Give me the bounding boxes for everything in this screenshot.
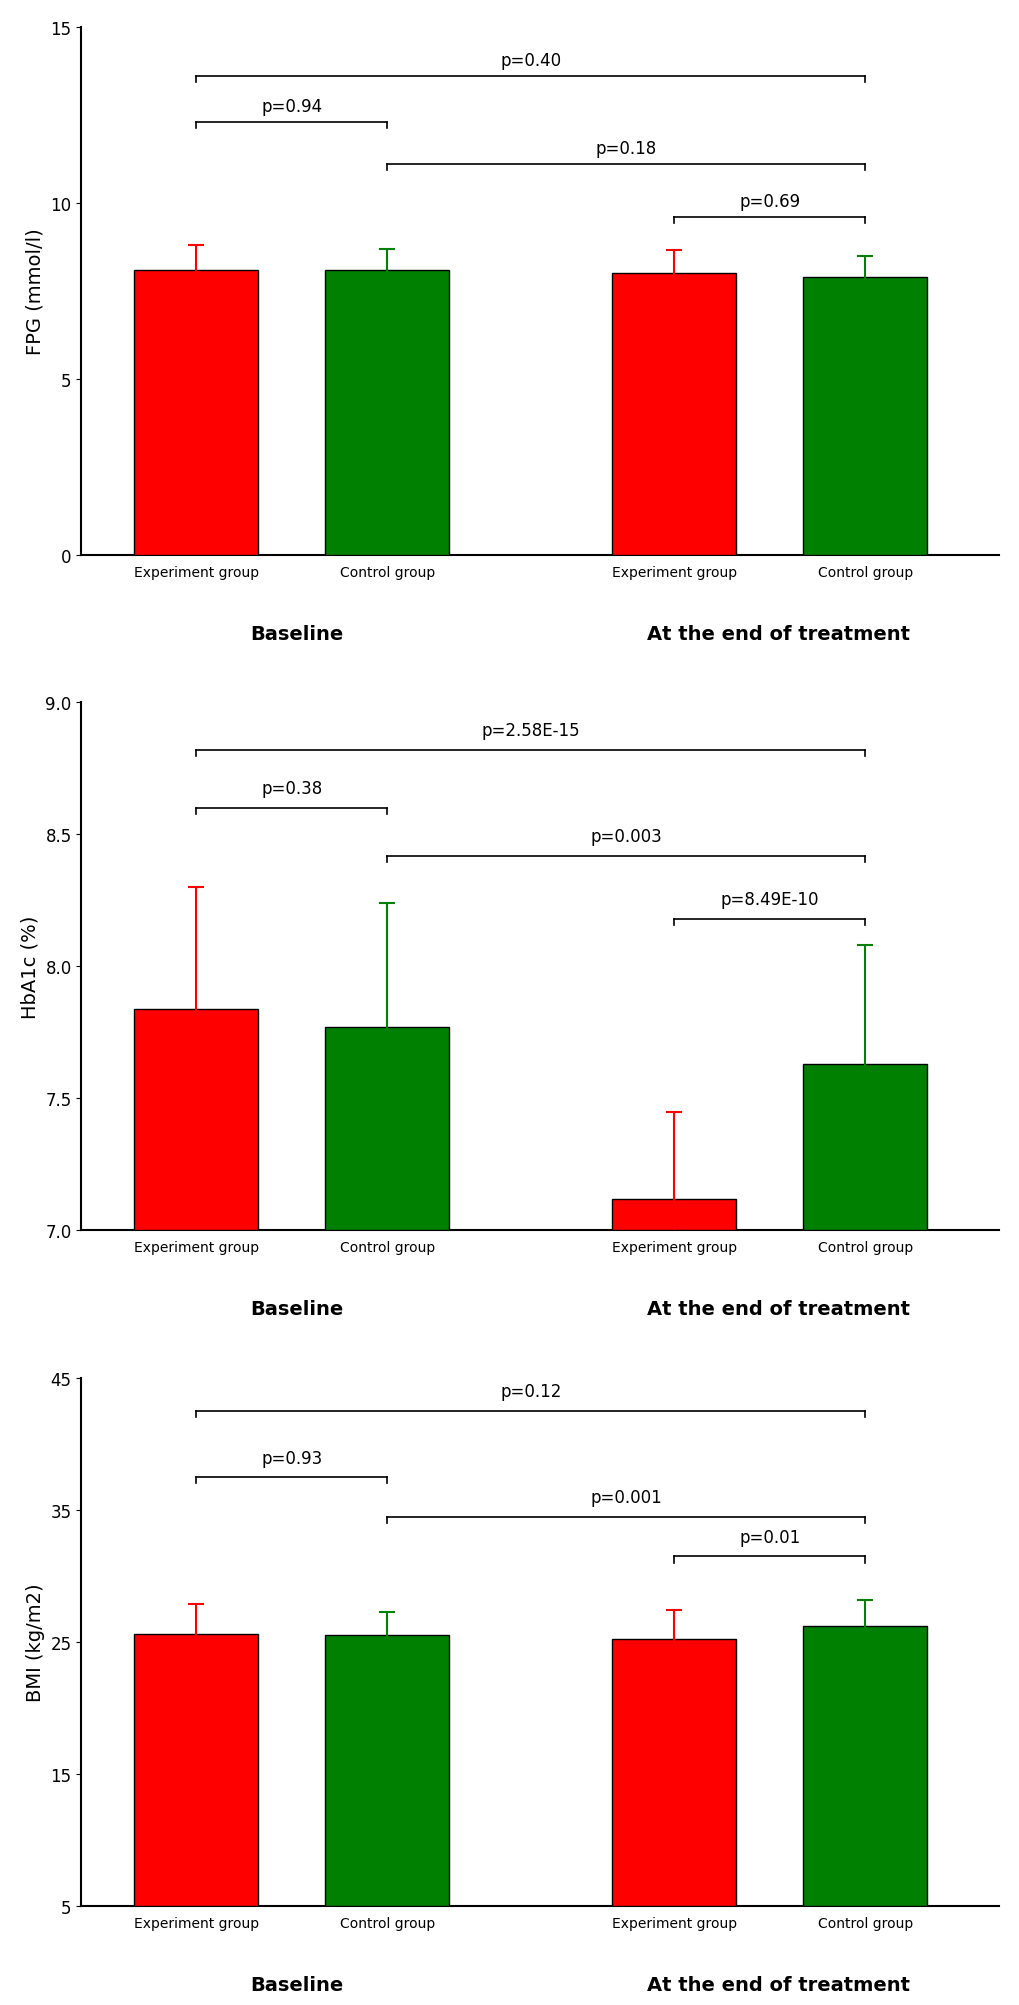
Text: p=2.58E-15: p=2.58E-15 bbox=[481, 722, 580, 740]
Text: p=0.18: p=0.18 bbox=[595, 140, 656, 158]
Text: Baseline: Baseline bbox=[251, 1975, 343, 1993]
Text: p=0.93: p=0.93 bbox=[261, 1450, 322, 1468]
Bar bbox=[325, 1636, 449, 1907]
Text: At the end of treatment: At the end of treatment bbox=[647, 1299, 910, 1319]
Bar bbox=[133, 271, 258, 555]
Text: At the end of treatment: At the end of treatment bbox=[647, 1975, 910, 1993]
Text: p=0.001: p=0.001 bbox=[590, 1488, 661, 1506]
Bar bbox=[325, 1029, 449, 1231]
Text: p=0.003: p=0.003 bbox=[590, 828, 661, 846]
Bar bbox=[133, 1634, 258, 1907]
Text: p=0.40: p=0.40 bbox=[499, 52, 560, 70]
Y-axis label: HbA1c (%): HbA1c (%) bbox=[20, 916, 40, 1019]
Bar bbox=[611, 1640, 736, 1907]
Text: Baseline: Baseline bbox=[251, 624, 343, 644]
Bar bbox=[325, 271, 449, 555]
Text: p=0.01: p=0.01 bbox=[739, 1528, 800, 1546]
Text: p=0.38: p=0.38 bbox=[261, 780, 322, 798]
Text: p=0.69: p=0.69 bbox=[739, 192, 800, 211]
Text: At the end of treatment: At the end of treatment bbox=[647, 624, 910, 644]
Text: Baseline: Baseline bbox=[251, 1299, 343, 1319]
Bar bbox=[802, 1626, 926, 1907]
Text: p=0.94: p=0.94 bbox=[261, 98, 322, 116]
Bar bbox=[802, 1065, 926, 1231]
Y-axis label: BMI (kg/m2): BMI (kg/m2) bbox=[25, 1584, 45, 1702]
Bar bbox=[133, 1009, 258, 1231]
Bar bbox=[611, 275, 736, 555]
Bar bbox=[802, 277, 926, 555]
Y-axis label: FPG (mmol/l): FPG (mmol/l) bbox=[25, 229, 45, 355]
Bar bbox=[611, 1199, 736, 1231]
Text: p=0.12: p=0.12 bbox=[499, 1383, 560, 1401]
Text: p=8.49E-10: p=8.49E-10 bbox=[719, 890, 818, 908]
